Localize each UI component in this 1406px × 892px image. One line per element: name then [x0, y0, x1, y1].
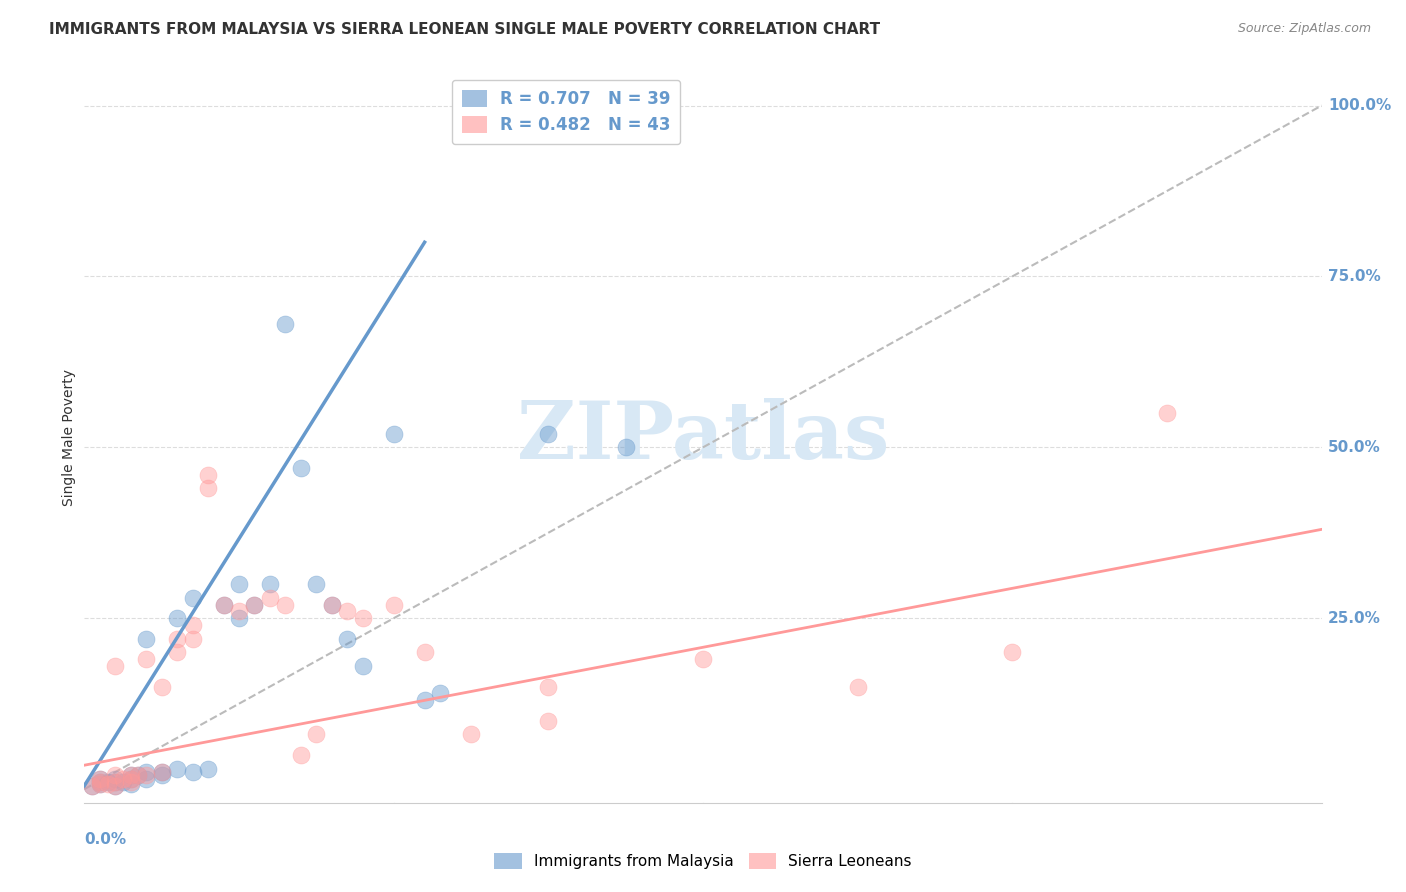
Point: [150, 765, 173, 780]
Point: [89, 777, 111, 791]
Point: [305, 727, 328, 741]
Point: [135, 632, 157, 646]
Point: [89, 772, 111, 786]
Point: [336, 604, 359, 618]
Legend: Immigrants from Malaysia, Sierra Leoneans: Immigrants from Malaysia, Sierra Leonean…: [488, 847, 918, 875]
Point: [104, 779, 127, 793]
Point: [259, 591, 281, 605]
Point: [89, 775, 111, 789]
Text: IMMIGRANTS FROM MALAYSIA VS SIERRA LEONEAN SINGLE MALE POVERTY CORRELATION CHART: IMMIGRANTS FROM MALAYSIA VS SIERRA LEONE…: [49, 22, 880, 37]
Point: [135, 768, 157, 782]
Point: [96, 775, 118, 789]
Point: [212, 598, 235, 612]
Point: [120, 775, 142, 789]
Point: [166, 611, 188, 625]
Point: [89, 775, 111, 789]
Point: [429, 686, 451, 700]
Point: [228, 577, 250, 591]
Point: [537, 426, 560, 441]
Point: [321, 598, 343, 612]
Point: [1156, 406, 1178, 420]
Point: [413, 645, 436, 659]
Point: [537, 714, 560, 728]
Point: [181, 765, 204, 780]
Point: [352, 611, 374, 625]
Point: [274, 318, 297, 332]
Point: [537, 680, 560, 694]
Point: [228, 604, 250, 618]
Text: ZIPatlas: ZIPatlas: [517, 398, 889, 476]
Point: [120, 768, 142, 782]
Point: [692, 652, 714, 666]
Point: [290, 747, 312, 762]
Point: [197, 762, 219, 776]
Text: 100.0%: 100.0%: [1327, 98, 1391, 113]
Point: [150, 768, 173, 782]
Text: Source: ZipAtlas.com: Source: ZipAtlas.com: [1237, 22, 1371, 36]
Point: [460, 727, 482, 741]
Point: [104, 775, 127, 789]
Point: [150, 680, 173, 694]
Point: [104, 772, 127, 786]
Point: [82, 779, 104, 793]
Text: 0.0%: 0.0%: [84, 832, 127, 847]
Point: [382, 426, 405, 441]
Point: [336, 632, 359, 646]
Point: [135, 652, 157, 666]
Point: [413, 693, 436, 707]
Point: [290, 460, 312, 475]
Point: [120, 772, 142, 786]
Text: 50.0%: 50.0%: [1327, 440, 1381, 455]
Point: [112, 775, 135, 789]
Point: [259, 577, 281, 591]
Point: [127, 768, 149, 782]
Point: [166, 762, 188, 776]
Point: [382, 598, 405, 612]
Point: [89, 777, 111, 791]
Point: [228, 611, 250, 625]
Point: [352, 659, 374, 673]
Point: [212, 598, 235, 612]
Point: [321, 598, 343, 612]
Point: [135, 772, 157, 786]
Point: [1001, 645, 1024, 659]
Point: [104, 768, 127, 782]
Point: [104, 775, 127, 789]
Point: [166, 632, 188, 646]
Point: [243, 598, 266, 612]
Point: [274, 598, 297, 612]
Text: 25.0%: 25.0%: [1327, 611, 1381, 625]
Point: [89, 772, 111, 786]
Point: [181, 618, 204, 632]
Point: [305, 577, 328, 591]
Point: [112, 772, 135, 786]
Point: [120, 768, 142, 782]
Point: [614, 440, 637, 454]
Legend: R = 0.707   N = 39, R = 0.482   N = 43: R = 0.707 N = 39, R = 0.482 N = 43: [451, 79, 681, 145]
Point: [135, 765, 157, 780]
Text: 75.0%: 75.0%: [1327, 268, 1381, 284]
Point: [166, 645, 188, 659]
Point: [120, 777, 142, 791]
Point: [181, 632, 204, 646]
Point: [120, 772, 142, 786]
Point: [243, 598, 266, 612]
Point: [181, 591, 204, 605]
Point: [82, 779, 104, 793]
Point: [846, 680, 869, 694]
Point: [197, 467, 219, 482]
Point: [127, 768, 149, 782]
Point: [96, 777, 118, 791]
Point: [104, 779, 127, 793]
Y-axis label: Single Male Poverty: Single Male Poverty: [62, 368, 76, 506]
Point: [197, 481, 219, 495]
Point: [150, 765, 173, 780]
Point: [104, 659, 127, 673]
